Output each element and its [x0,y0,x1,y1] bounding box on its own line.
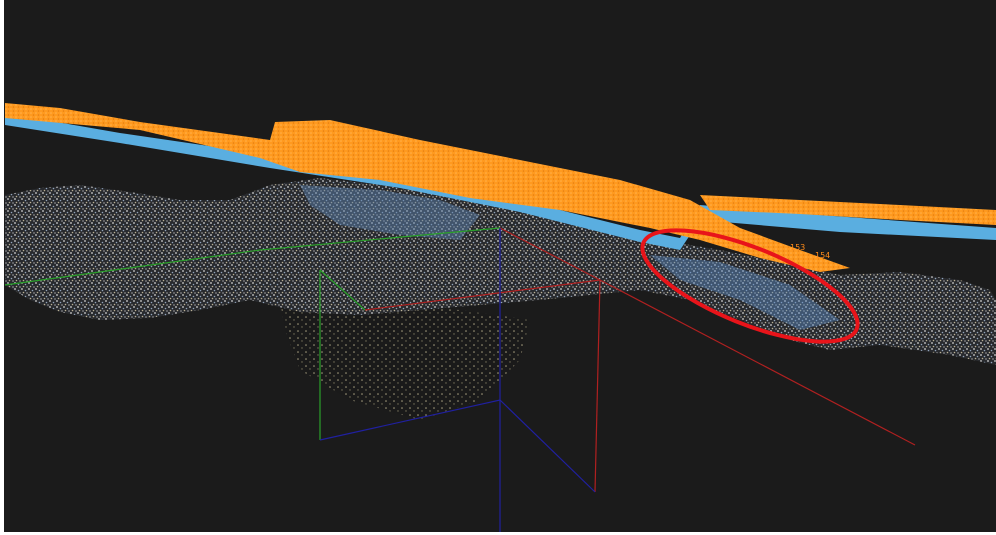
axis-green [319,269,366,311]
axis-red [594,279,601,493]
terrain-blue-patch [650,255,840,330]
camera-track-blue [5,113,996,250]
camera-labels-orange [5,103,850,272]
axis-red [364,279,601,311]
camera-label: 153 [790,243,805,252]
camera-label: 154 [815,251,830,260]
terrain-lower [280,300,530,420]
axes [4,227,916,532]
terrain-blue-patch [300,185,480,240]
axis-blue [319,399,596,493]
highlight-ellipse [640,228,860,344]
camera-labels-orange [700,195,996,225]
axis-green [4,227,501,286]
